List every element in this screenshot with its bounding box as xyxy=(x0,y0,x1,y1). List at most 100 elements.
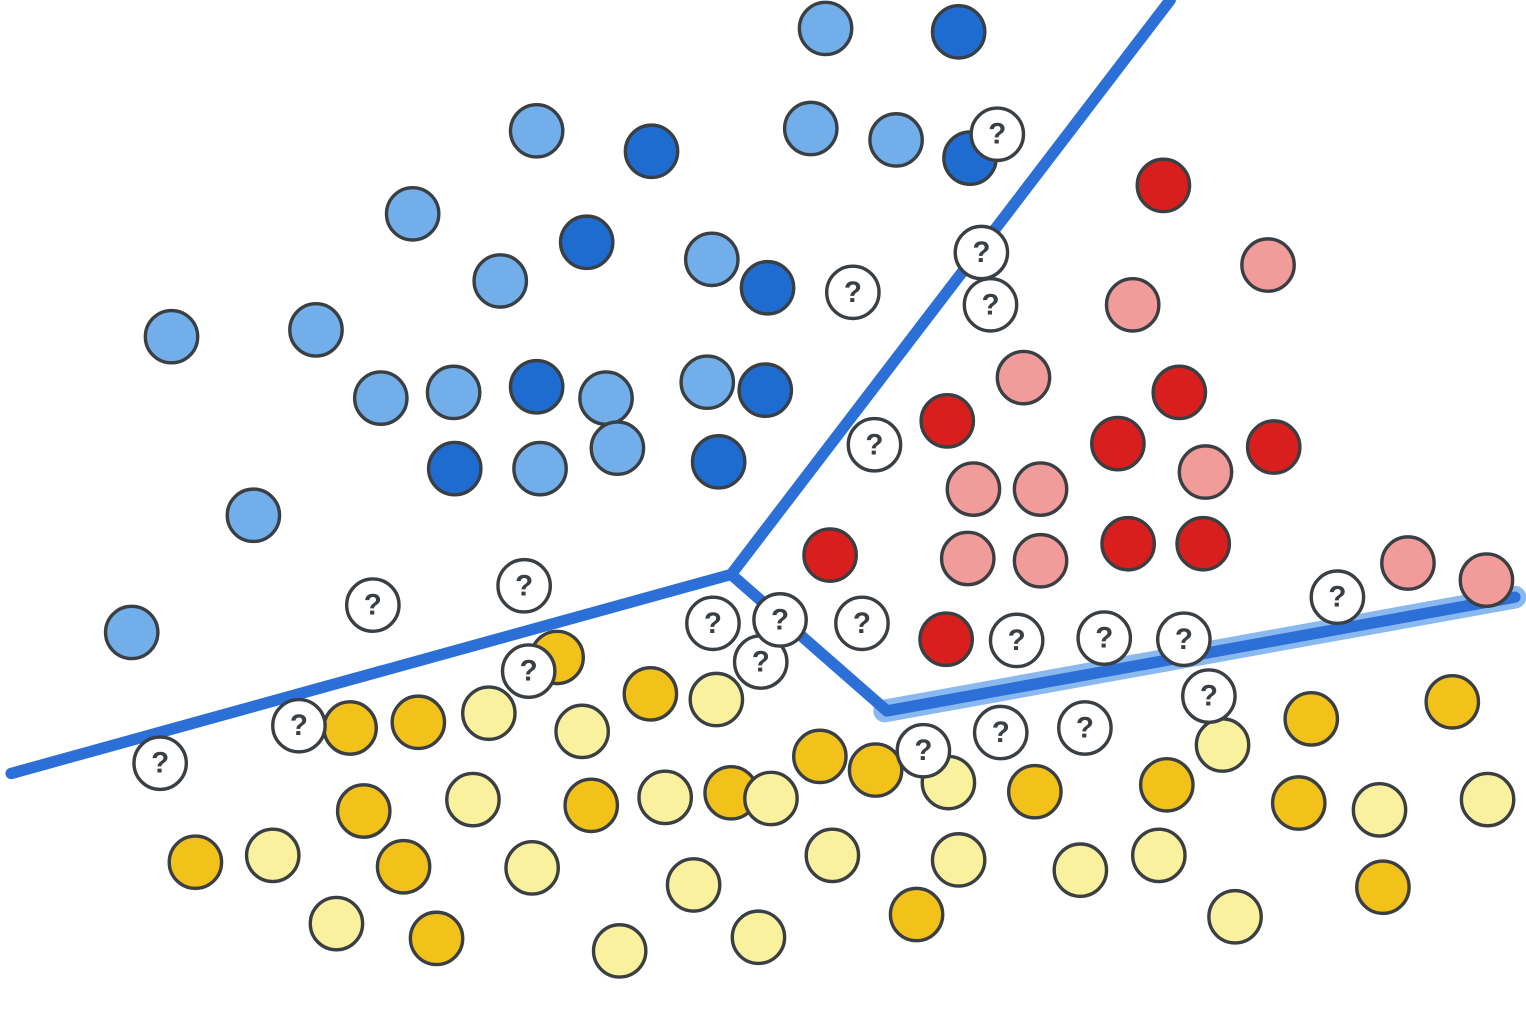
data-point-dark_blue xyxy=(625,125,677,177)
unknown-point: ? xyxy=(134,737,186,789)
data-point-light_red xyxy=(1242,239,1294,291)
data-point-dark_red xyxy=(804,529,856,581)
data-point-light_yellow xyxy=(1461,773,1513,825)
unknown-point: ? xyxy=(1158,613,1210,665)
data-point-light_blue xyxy=(106,606,158,658)
unknown-label: ? xyxy=(752,646,770,679)
data-point-light_blue xyxy=(785,102,837,154)
unknown-point: ? xyxy=(1311,571,1363,623)
data-point-light_yellow xyxy=(310,897,362,949)
data-point-light_red xyxy=(1382,537,1434,589)
data-point-light_blue xyxy=(386,188,438,240)
unknown-label: ? xyxy=(520,655,538,688)
data-point-light_yellow xyxy=(806,829,858,881)
data-point-dark_blue xyxy=(739,364,791,416)
data-point-light_yellow xyxy=(639,771,691,823)
data-point-light_blue xyxy=(510,105,562,157)
unknown-label: ? xyxy=(1076,711,1094,744)
data-point-dark_yellow xyxy=(565,779,617,831)
unknown-point: ? xyxy=(754,594,806,646)
data-point-light_yellow xyxy=(667,859,719,911)
data-point-light_blue xyxy=(681,356,733,408)
unknown-label: ? xyxy=(364,589,382,622)
data-point-dark_yellow xyxy=(410,912,462,964)
unknown-label: ? xyxy=(981,288,999,321)
unknown-point: ? xyxy=(687,597,739,649)
data-point-light_red xyxy=(1460,554,1512,606)
data-point-dark_red xyxy=(921,395,973,447)
data-point-dark_yellow xyxy=(624,668,676,720)
data-point-dark_red xyxy=(1248,421,1300,473)
data-point-dark_yellow xyxy=(1141,759,1193,811)
unknown-label: ? xyxy=(865,428,883,461)
unknown-label: ? xyxy=(290,709,308,742)
data-point-light_yellow xyxy=(932,834,984,886)
data-point-dark_yellow xyxy=(324,702,376,754)
data-point-light_blue xyxy=(580,372,632,424)
data-point-dark_red xyxy=(920,613,972,665)
data-point-dark_blue xyxy=(692,436,744,488)
unknown-label: ? xyxy=(1328,581,1346,614)
unknown-label: ? xyxy=(992,716,1010,749)
data-point-dark_yellow xyxy=(794,730,846,782)
data-point-dark_yellow xyxy=(338,785,390,837)
data-point-dark_yellow xyxy=(377,841,429,893)
unknown-point: ? xyxy=(975,706,1027,758)
data-point-light_yellow xyxy=(1209,891,1261,943)
data-point-light_yellow xyxy=(506,842,558,894)
unknown-point: ? xyxy=(1059,702,1111,754)
unknown-point: ? xyxy=(990,614,1042,666)
data-point-light_blue xyxy=(427,366,479,418)
unknown-point: ? xyxy=(273,700,325,752)
data-point-dark_red xyxy=(1092,417,1144,469)
unknown-label: ? xyxy=(1175,623,1193,656)
data-point-light_yellow xyxy=(1196,719,1248,771)
data-point-light_blue xyxy=(355,372,407,424)
unknown-label: ? xyxy=(515,569,533,602)
data-point-dark_blue xyxy=(741,262,793,314)
unknown-point: ? xyxy=(827,266,879,318)
unknown-point: ? xyxy=(836,597,888,649)
data-point-dark_yellow xyxy=(392,696,444,748)
data-point-dark_red xyxy=(1153,366,1205,418)
data-point-dark_yellow xyxy=(169,836,221,888)
data-point-light_yellow xyxy=(1353,784,1405,836)
unknown-point: ? xyxy=(347,579,399,631)
unknown-label: ? xyxy=(972,236,990,269)
data-point-light_yellow xyxy=(447,773,499,825)
unknown-label: ? xyxy=(1095,622,1113,655)
unknown-point: ? xyxy=(848,419,900,471)
unknown-point: ? xyxy=(1078,612,1130,664)
data-point-dark_red xyxy=(1177,518,1229,570)
unknown-label: ? xyxy=(914,734,932,767)
unknown-point: ? xyxy=(964,279,1016,331)
data-point-light_yellow xyxy=(463,687,515,739)
unknown-point: ? xyxy=(1183,670,1235,722)
data-point-light_yellow xyxy=(594,925,646,977)
data-point-light_blue xyxy=(514,442,566,494)
data-point-light_red xyxy=(942,532,994,584)
unknown-point: ? xyxy=(971,108,1023,160)
unknown-label: ? xyxy=(853,607,871,640)
unknown-label: ? xyxy=(1200,680,1218,713)
data-point-dark_red xyxy=(1137,159,1189,211)
data-point-dark_yellow xyxy=(1426,676,1478,728)
data-point-light_red xyxy=(947,463,999,515)
data-point-dark_yellow xyxy=(1357,861,1409,913)
data-point-light_blue xyxy=(474,255,526,307)
unknown-label: ? xyxy=(988,118,1006,151)
data-point-dark_blue xyxy=(510,361,562,413)
data-point-light_blue xyxy=(686,233,738,285)
data-point-light_red xyxy=(1107,279,1159,331)
data-point-light_red xyxy=(1014,463,1066,515)
data-point-light_blue xyxy=(290,304,342,356)
data-point-dark_red xyxy=(1102,518,1154,570)
unknown-label: ? xyxy=(844,276,862,309)
unknown-label: ? xyxy=(1008,624,1026,657)
data-point-dark_blue xyxy=(932,6,984,58)
data-point-light_red xyxy=(997,351,1049,403)
data-point-dark_blue xyxy=(429,442,481,494)
data-point-dark_yellow xyxy=(849,744,901,796)
data-point-light_blue xyxy=(145,311,197,363)
data-point-light_red xyxy=(1179,446,1231,498)
